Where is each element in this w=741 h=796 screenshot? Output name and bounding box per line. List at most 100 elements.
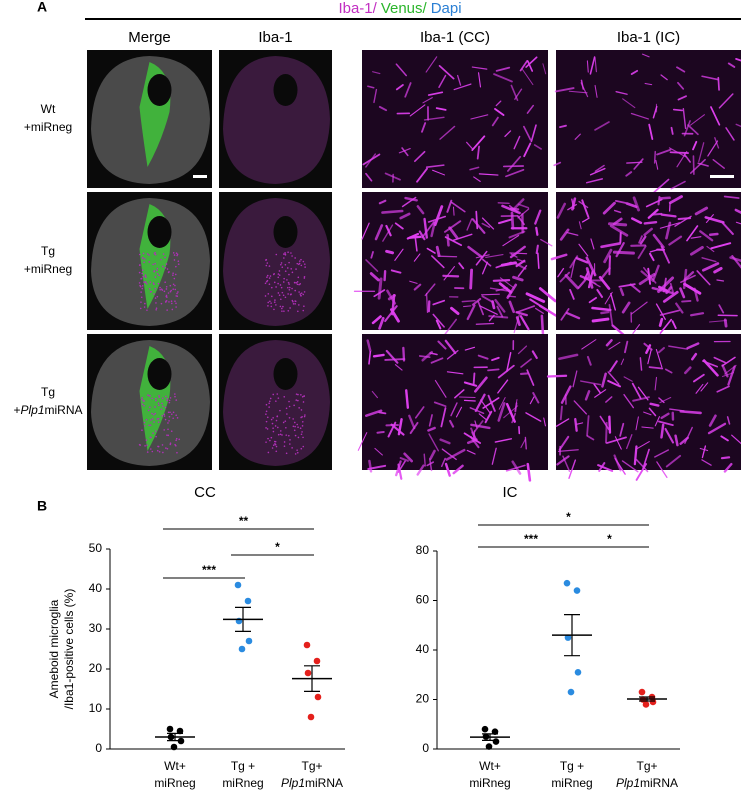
microglia-dot bbox=[284, 263, 287, 266]
microglia-dot bbox=[294, 300, 297, 303]
microglia-dot bbox=[162, 253, 165, 255]
microglia-dot bbox=[156, 269, 158, 272]
microglia-dot bbox=[279, 284, 282, 286]
microglia-process bbox=[620, 358, 625, 366]
microglia-process bbox=[585, 178, 604, 184]
microglia-process bbox=[621, 301, 631, 314]
microglia-process bbox=[658, 397, 665, 404]
microglia-process bbox=[481, 217, 495, 230]
microglia-process bbox=[435, 319, 442, 330]
microglia-process bbox=[720, 435, 729, 442]
microglia-dot bbox=[163, 415, 166, 417]
x-tick-label: Plp1miRNA bbox=[616, 776, 678, 790]
y-tick-label: 20 bbox=[416, 692, 430, 706]
microglia-dot bbox=[178, 438, 181, 441]
microglia-process bbox=[427, 91, 444, 96]
microglia-process bbox=[387, 294, 396, 301]
microglia-process bbox=[665, 454, 682, 468]
microglia-dot bbox=[140, 291, 142, 293]
microglia-dot bbox=[265, 441, 267, 443]
microglia-dot bbox=[275, 445, 278, 448]
microglia-dot bbox=[141, 429, 143, 432]
microglia-dot bbox=[149, 424, 152, 426]
text-segment: +miRneg bbox=[24, 120, 72, 134]
microglia-dot bbox=[166, 434, 168, 436]
microglia-process bbox=[637, 386, 649, 401]
microglia-dot bbox=[272, 417, 274, 419]
microglia-dot bbox=[294, 257, 296, 259]
microglia-process bbox=[690, 245, 704, 256]
microglia-process bbox=[683, 153, 691, 163]
microglia-process bbox=[361, 222, 370, 240]
microglia-process bbox=[619, 287, 625, 297]
microglia-process bbox=[399, 212, 411, 220]
x-tick-label: Tg + bbox=[560, 759, 584, 773]
microglia-dot bbox=[291, 447, 293, 449]
data-point bbox=[245, 637, 253, 645]
microglia-process bbox=[496, 305, 504, 318]
microglia-dot bbox=[288, 400, 290, 403]
microglia-dot bbox=[267, 293, 270, 295]
microglia-process bbox=[495, 100, 502, 107]
microglia-process bbox=[513, 262, 527, 270]
microglia-dot bbox=[142, 400, 145, 402]
microglia-dot bbox=[161, 444, 164, 446]
microglia-process bbox=[366, 339, 372, 352]
brain-section bbox=[223, 198, 330, 326]
microglia-dot bbox=[275, 253, 278, 256]
microglia-process bbox=[660, 213, 677, 218]
microglia-process bbox=[598, 275, 611, 290]
microglia-dot bbox=[301, 395, 304, 398]
microglia-dot bbox=[165, 285, 168, 288]
microglia-dot bbox=[300, 295, 302, 297]
microglia-dot bbox=[291, 255, 293, 257]
microglia-process bbox=[721, 222, 734, 236]
error-bar bbox=[167, 732, 183, 742]
microglia-process bbox=[701, 75, 719, 81]
microglia-dot bbox=[157, 445, 160, 448]
microglia-process bbox=[632, 324, 641, 334]
microglia-process bbox=[635, 458, 649, 473]
microglia-dot bbox=[283, 277, 285, 280]
microglia-process bbox=[442, 274, 460, 278]
microglia-dot bbox=[280, 262, 283, 264]
microglia-process bbox=[477, 300, 485, 316]
microglia-process bbox=[395, 84, 404, 91]
microglia-dot bbox=[156, 418, 159, 420]
microglia-process bbox=[574, 417, 578, 432]
microglia-process bbox=[610, 292, 617, 311]
microglia-dot bbox=[169, 442, 172, 444]
microglia-process bbox=[659, 222, 680, 229]
microglia-process bbox=[706, 245, 715, 253]
microglia-process bbox=[642, 448, 650, 470]
microglia-dot bbox=[177, 291, 179, 293]
microglia-process bbox=[524, 436, 527, 450]
microglia-process bbox=[373, 88, 378, 104]
microglia-dot bbox=[283, 441, 286, 443]
microglia-dot bbox=[296, 281, 299, 283]
microglia-process bbox=[660, 74, 668, 81]
microglia-dot bbox=[297, 276, 300, 279]
microglia-process bbox=[440, 457, 446, 468]
microglia-process bbox=[463, 381, 478, 387]
microglia-dot bbox=[296, 283, 299, 286]
microglia-process bbox=[491, 447, 497, 465]
microglia-dot bbox=[297, 426, 299, 428]
microglia-process bbox=[648, 407, 657, 417]
microglia-process bbox=[418, 230, 426, 241]
microglia-dot bbox=[174, 300, 176, 302]
microglia-process bbox=[517, 203, 530, 209]
microglia-process bbox=[429, 458, 433, 472]
microglia-dot bbox=[282, 421, 285, 424]
microglia-process bbox=[370, 251, 374, 259]
microglia-process bbox=[626, 161, 643, 164]
microglia-process bbox=[467, 245, 484, 259]
microglia-process bbox=[600, 267, 611, 279]
microglia-dot bbox=[290, 268, 293, 270]
microglia-dot bbox=[294, 434, 297, 437]
microglia-process bbox=[723, 462, 733, 473]
error-bar bbox=[235, 606, 251, 632]
microglia-process bbox=[365, 172, 373, 182]
microglia-process bbox=[604, 291, 613, 305]
